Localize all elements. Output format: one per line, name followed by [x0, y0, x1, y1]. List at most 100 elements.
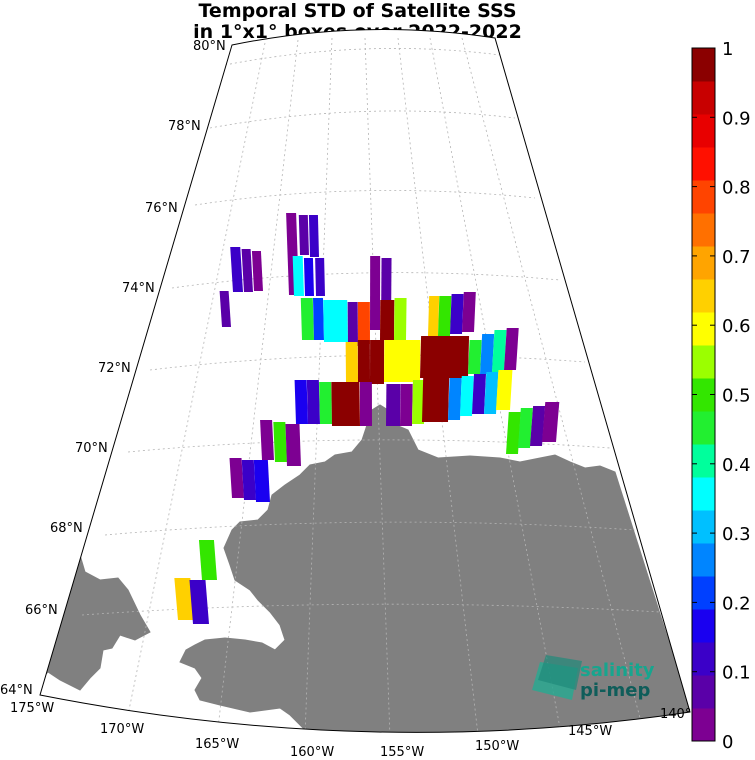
colorbar-tick-label: 0.3 [722, 524, 751, 545]
sss-std-cell [530, 406, 546, 446]
colorbar-tick-label: 0 [722, 732, 733, 753]
sss-std-cell [298, 215, 309, 255]
sss-std-cell [292, 256, 304, 296]
sss-std-cell [319, 382, 332, 424]
sss-std-cell [484, 372, 499, 414]
sss-std-cell [394, 298, 407, 340]
sss-std-cell [241, 249, 253, 292]
lat-label-66: 66°N [25, 603, 58, 618]
lat-label-64: 64°N [0, 683, 33, 698]
sss-std-cell [303, 258, 314, 296]
sss-std-cell [260, 420, 274, 460]
sss-std-cell [506, 412, 521, 454]
sss-std-cell [294, 380, 308, 424]
logo-text-salinity: salinity [580, 660, 655, 681]
sss-std-cell [492, 330, 507, 372]
sss-std-cell [438, 296, 452, 336]
map-frame-outline [39, 28, 691, 733]
colorbar-segment [692, 279, 715, 313]
colorbar-tick-label: 0.7 [722, 247, 751, 268]
sss-std-cell [468, 340, 482, 374]
sss-std-cell [313, 298, 324, 340]
map-title-line1: Temporal STD of Satellite SSS [198, 0, 517, 22]
sss-std-cell [219, 291, 231, 327]
colorbar-ticks [692, 47, 715, 742]
colorbar-segment [692, 246, 715, 280]
lat-label-72: 72°N [98, 361, 131, 376]
lon-label-160: 160°W [290, 745, 334, 760]
lon-label-155: 155°W [380, 745, 424, 760]
colorbar-tick-label: 0.8 [722, 178, 751, 199]
lon-label-150: 150°W [475, 739, 519, 754]
sss-std-cell [315, 258, 325, 296]
sss-std-cell [460, 376, 474, 416]
sss-std-cell [230, 247, 243, 292]
colorbar-tick-labels: 0 0.1 0.2 0.3 0.4 0.5 0.6 0.7 0.8 0.9 1 [722, 39, 751, 753]
sss-std-cell [331, 382, 360, 426]
colorbar-tick-label: 0.4 [722, 455, 751, 476]
sss-std-cell [496, 370, 513, 410]
colorbar-segment [692, 180, 715, 214]
colorbar-segment [692, 411, 715, 445]
sss-std-cell [251, 251, 263, 291]
colorbar-segment [692, 444, 715, 478]
salinity-pi-mep-logo: salinity pi-mep [532, 655, 655, 701]
sss-std-cell [189, 580, 209, 624]
lat-label-76: 76°N [145, 201, 178, 216]
sss-std-cell [359, 382, 372, 426]
sss-std-cells [174, 213, 560, 624]
sss-std-cell [400, 384, 413, 426]
colorbar-tick-label: 1 [722, 39, 733, 60]
sss-std-cell [306, 380, 320, 424]
sss-std-cell [370, 256, 381, 330]
logo-text-pi-mep: pi-mep [580, 680, 650, 701]
sss-std-cell [198, 540, 217, 580]
colorbar-segment [692, 543, 715, 577]
lat-label-74: 74°N [122, 281, 155, 296]
colorbar-segment [692, 213, 715, 247]
lat-label-68: 68°N [50, 521, 83, 536]
sss-std-cell [285, 424, 301, 466]
sss-std-cell [229, 458, 244, 498]
colorbar-segment [692, 477, 715, 511]
colorbar-segment [692, 114, 715, 148]
colorbar-segment [692, 378, 715, 412]
sss-std-cell [347, 302, 358, 346]
sss-std-cell [412, 380, 425, 424]
colorbar-tick-label: 0.6 [722, 316, 751, 337]
colorbar-tick-label: 0.5 [722, 386, 751, 407]
lon-label-175: 175°W [10, 701, 54, 716]
sss-std-cell [542, 402, 560, 442]
colorbar [692, 48, 715, 742]
sss-std-cell [422, 378, 450, 422]
colorbar-tick-label: 0.2 [722, 593, 751, 614]
colorbar-segment [692, 345, 715, 379]
sss-std-cell [273, 422, 287, 462]
lon-label-145: 145°W [568, 724, 612, 739]
sss-std-cell [450, 294, 464, 334]
lon-label-165: 165°W [195, 737, 239, 752]
sss-std-cell [174, 578, 194, 620]
graticule-parallels [81, 48, 661, 616]
colorbar-segment [692, 642, 715, 676]
lat-label-70: 70°N [75, 441, 108, 456]
colorbar-segment [692, 576, 715, 610]
colorbar-segment [692, 81, 715, 115]
sss-std-cell [420, 336, 470, 378]
colorbar-segment [692, 510, 715, 544]
sss-std-cell [345, 342, 358, 382]
colorbar-segment [692, 675, 715, 709]
sss-std-cell [384, 340, 421, 382]
colorbar-tick-label: 0.1 [722, 663, 751, 684]
colorbar-segment [692, 708, 715, 742]
sss-std-cell [357, 302, 370, 344]
sss-std-cell [480, 334, 495, 374]
colorbar-segment [692, 48, 715, 82]
colorbar-segment [692, 147, 715, 181]
lat-label-78: 78°N [168, 119, 201, 134]
lon-label-170: 170°W [100, 722, 144, 737]
sss-std-cell [380, 300, 395, 340]
sss-std-cell [472, 374, 486, 414]
sss-std-cell [386, 384, 401, 426]
